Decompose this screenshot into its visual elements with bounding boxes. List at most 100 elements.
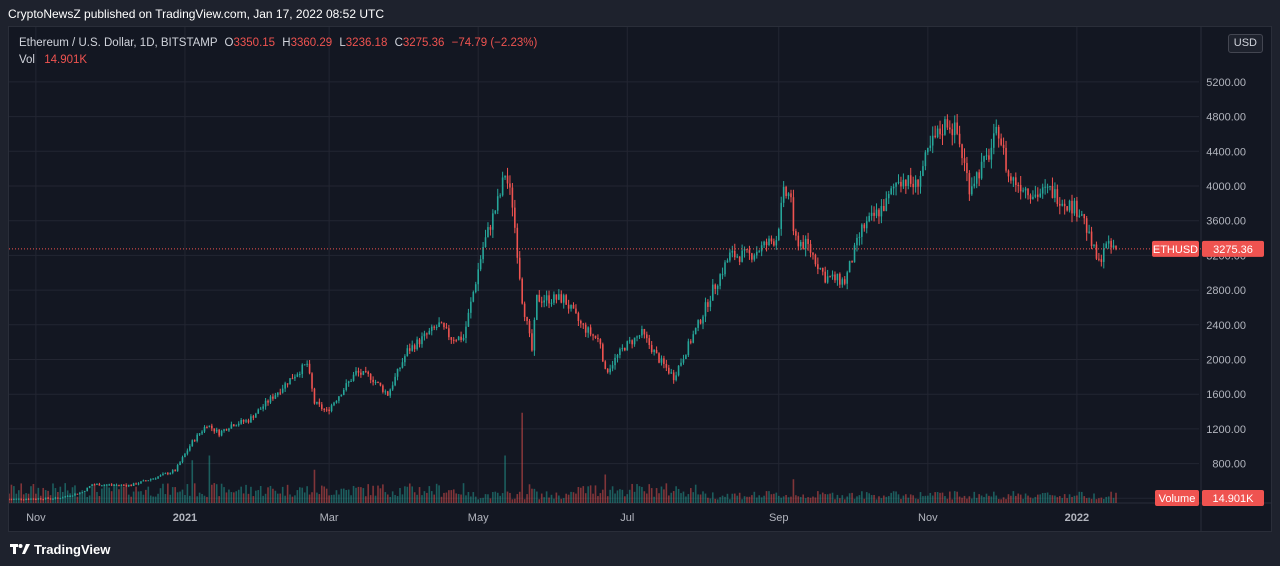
candle-body bbox=[291, 378, 294, 380]
candle-body bbox=[433, 326, 436, 328]
volume-bar bbox=[76, 496, 79, 503]
candle-body bbox=[1007, 170, 1010, 177]
volume-bar bbox=[330, 494, 333, 503]
candle-body bbox=[320, 404, 323, 410]
candle-body bbox=[1076, 200, 1078, 217]
candle-body bbox=[396, 368, 399, 377]
volume-bar bbox=[787, 497, 790, 503]
candle-body bbox=[1085, 218, 1088, 233]
volume-bar bbox=[342, 488, 345, 503]
candle-body bbox=[875, 209, 878, 216]
volume-bar bbox=[364, 496, 367, 503]
candle-body bbox=[966, 162, 968, 174]
candle-body bbox=[780, 202, 783, 229]
published-by-line: CryptoNewsZ published on TradingView.com… bbox=[8, 7, 384, 21]
candle-body bbox=[1061, 203, 1064, 206]
volume-bar bbox=[1039, 494, 1042, 503]
candle-body bbox=[709, 300, 712, 307]
volume-bar bbox=[709, 498, 712, 503]
candle-body bbox=[831, 274, 834, 277]
volume-bar bbox=[719, 497, 721, 503]
candle-body bbox=[389, 389, 392, 396]
volume-bar bbox=[580, 487, 582, 503]
candle-body bbox=[1107, 240, 1110, 244]
candle-body bbox=[382, 385, 384, 392]
volume-bar bbox=[775, 492, 778, 503]
x-tick-label: 2021 bbox=[173, 512, 197, 524]
volume-bar bbox=[689, 488, 692, 503]
candle-body bbox=[189, 446, 191, 451]
candle-body bbox=[228, 428, 230, 431]
ohlc-row: Ethereum / U.S. Dollar, 1D, BITSTAMP O33… bbox=[19, 35, 537, 52]
candle-body bbox=[206, 427, 208, 429]
candle-body bbox=[836, 273, 839, 281]
volume-bar bbox=[64, 483, 67, 503]
candle-body bbox=[748, 249, 751, 254]
chart-panel[interactable]: Nov2021MarMayJulSepNov2022400.00800.0012… bbox=[8, 26, 1272, 532]
candle-body bbox=[951, 129, 954, 136]
candle-body bbox=[347, 381, 350, 384]
candle-body bbox=[819, 267, 822, 269]
candle-body bbox=[802, 241, 805, 249]
volume-bar bbox=[333, 494, 335, 503]
volume-bar bbox=[821, 492, 824, 503]
candle-body bbox=[345, 383, 348, 390]
volume-bar bbox=[154, 496, 157, 503]
volume-bar bbox=[900, 498, 902, 503]
candle-body bbox=[86, 487, 88, 492]
high-value: 3360.29 bbox=[290, 37, 333, 49]
candle-body bbox=[489, 227, 492, 230]
candle-body bbox=[487, 227, 489, 238]
volume-bar bbox=[32, 484, 35, 503]
volume-bar bbox=[1034, 496, 1037, 503]
candle-body bbox=[406, 348, 409, 357]
volume-bar bbox=[1107, 496, 1110, 503]
candle-body bbox=[702, 316, 704, 324]
volume-bar bbox=[103, 484, 106, 503]
volume-bar bbox=[1049, 494, 1051, 503]
volume-bar bbox=[685, 496, 687, 503]
candle-body bbox=[853, 245, 856, 263]
volume-bar bbox=[149, 495, 152, 503]
candle-body bbox=[426, 333, 428, 335]
candle-body bbox=[536, 294, 538, 320]
candle-body bbox=[917, 179, 919, 187]
volume-bar bbox=[648, 484, 651, 503]
candle-body bbox=[474, 284, 477, 293]
candle-body bbox=[555, 294, 558, 300]
candle-body bbox=[755, 251, 758, 256]
candle-body bbox=[931, 135, 934, 146]
symbol-label[interactable]: Ethereum / U.S. Dollar, 1D, BITSTAMP bbox=[19, 37, 218, 49]
volume-bar bbox=[147, 486, 150, 503]
chart-legend: Ethereum / U.S. Dollar, 1D, BITSTAMP O33… bbox=[19, 35, 537, 69]
volume-bar bbox=[472, 492, 475, 503]
volume-bar bbox=[13, 486, 15, 503]
volume-bar bbox=[658, 493, 660, 503]
volume-bar bbox=[1017, 493, 1020, 503]
volume-bar bbox=[311, 492, 313, 503]
price-chart[interactable]: Nov2021MarMayJulSepNov2022400.00800.0012… bbox=[9, 27, 1271, 531]
volume-bar bbox=[374, 495, 377, 503]
candle-body bbox=[252, 416, 255, 418]
volume-bar bbox=[1056, 497, 1059, 503]
volume-bar bbox=[421, 495, 423, 503]
candle-body bbox=[1100, 259, 1103, 262]
volume-bar bbox=[130, 496, 132, 503]
volume-bar bbox=[338, 494, 340, 503]
candle-body bbox=[184, 453, 186, 458]
footer-brand[interactable]: TradingView bbox=[10, 540, 110, 558]
volume-bar bbox=[782, 496, 785, 503]
volume-bar bbox=[174, 487, 176, 503]
candle-body bbox=[501, 177, 504, 196]
candle-body bbox=[1098, 258, 1100, 260]
candle-body bbox=[306, 363, 308, 365]
currency-button[interactable]: USD bbox=[1227, 34, 1263, 53]
candle-body bbox=[922, 166, 924, 176]
volume-bar bbox=[279, 493, 282, 503]
candle-body bbox=[685, 355, 687, 359]
volume-bar bbox=[110, 491, 113, 503]
volume-bar bbox=[496, 492, 499, 503]
candle-body bbox=[198, 433, 201, 435]
volume-bar bbox=[237, 489, 240, 503]
volume-bar bbox=[301, 487, 304, 503]
